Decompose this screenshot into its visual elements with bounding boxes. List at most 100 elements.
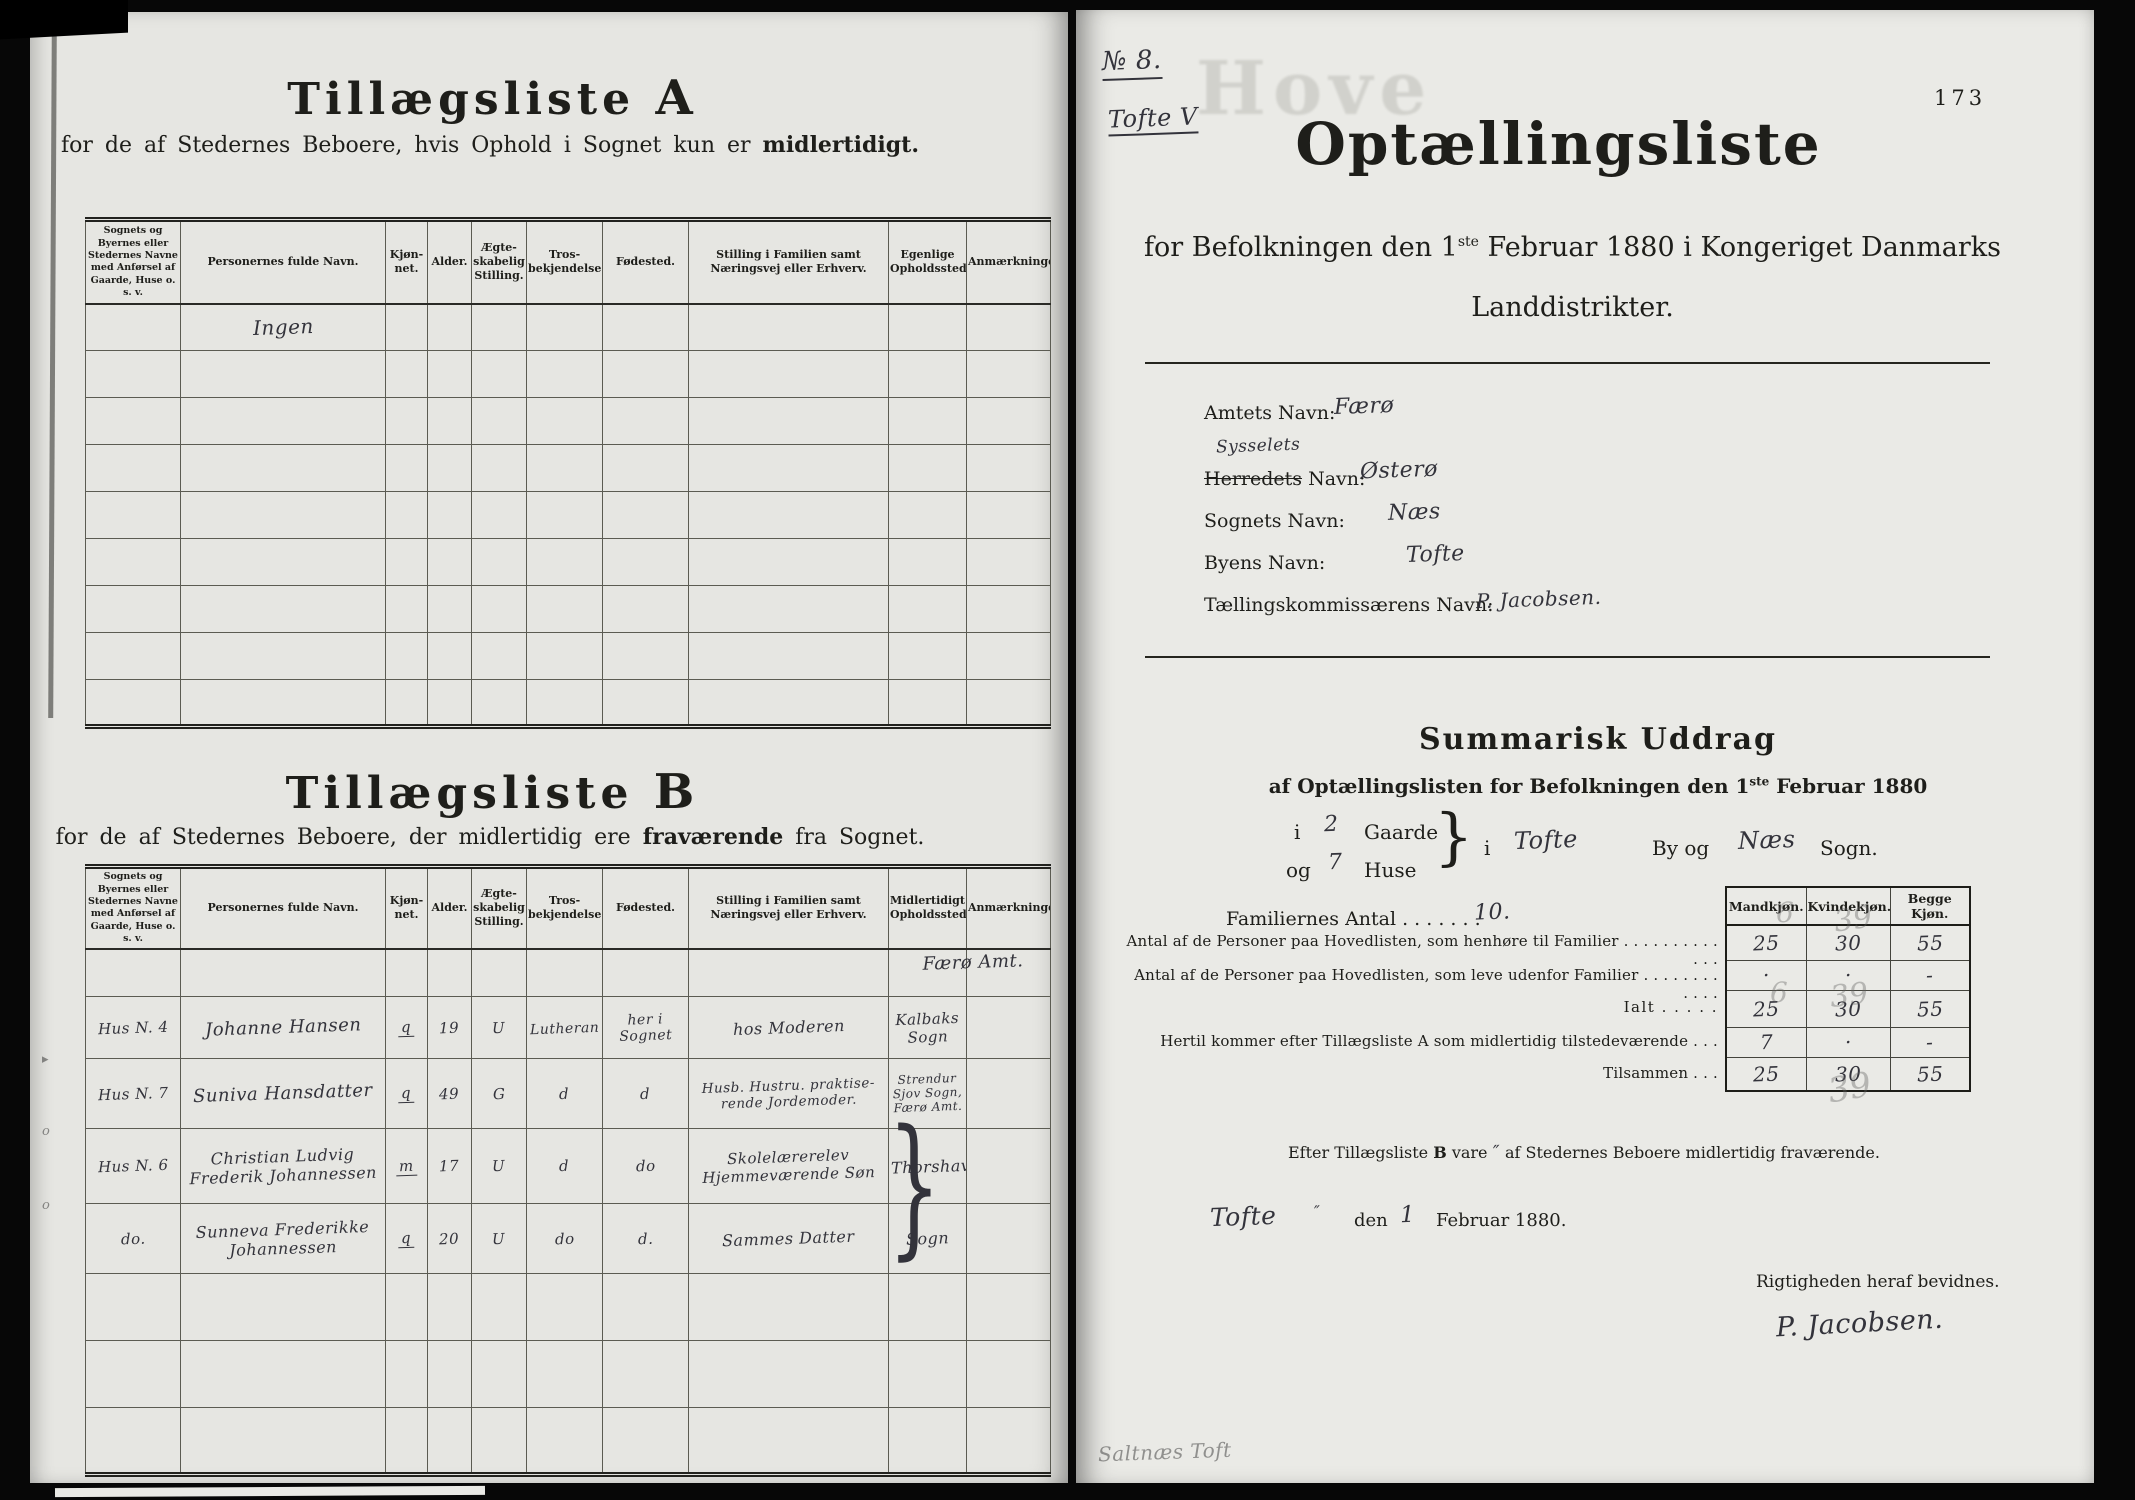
rule-top	[1145, 362, 1990, 364]
list-b-subtitle: for de af Stedernes Beboere, der midlert…	[50, 824, 930, 850]
summary-sub-b: Februar 1880	[1769, 774, 1928, 798]
main-title: Optællingsliste	[1295, 110, 1822, 178]
holdings-brace: }	[1434, 800, 1474, 873]
dateline-rest: Februar 1880.	[1436, 1210, 1567, 1231]
list-a-subtitle: for de af Stedernes Beboere, hvis Ophold…	[50, 132, 930, 158]
col-header-place: Sognets og Byernes eller Stedernes Navne…	[85, 219, 181, 305]
syssel-handwritten: Sysselets	[1215, 434, 1301, 458]
value-cell: -	[1925, 962, 1934, 988]
main-subtitle-line1: for Befolkningen den 1ste Februar 1880 i…	[1090, 232, 2055, 263]
entry-marital: U	[492, 1229, 506, 1248]
entry-sex: q	[398, 1228, 415, 1249]
empty-row	[85, 585, 1051, 633]
holdings-sogn: Sogn.	[1820, 836, 1878, 860]
absent-b: B	[1433, 1143, 1447, 1162]
kommissaer-label: Tællingskommissærens Navn:	[1204, 594, 1494, 616]
table-a: Sognets og Byernes eller Stedernes Navne…	[85, 217, 1051, 729]
col-header-marital: Ægte-skabelig Stilling.	[471, 866, 527, 950]
summary-header-row: Mandkjøn. Kvindekjøn. Begge Kjøn.	[1725, 886, 1971, 926]
absent-a: Efter Tillægsliste	[1288, 1143, 1429, 1162]
scan-light-streak	[54, 1485, 486, 1498]
page-number: 173	[1934, 86, 1987, 110]
col-header-name: Personernes fulde Navn.	[180, 866, 386, 950]
bleedthrough-ghost-text: Hove	[1196, 46, 1434, 132]
entry-age: 17	[439, 1156, 460, 1176]
value-cell: ·	[1762, 962, 1771, 988]
right-page: Hove № 8. Tofte V 173 Optællingsliste fo…	[1076, 10, 2094, 1483]
entry-place: Hus N. 7	[97, 1083, 169, 1104]
list-a-title-letter: A	[655, 70, 693, 126]
entry-name: Suniva Hansdatter	[192, 1079, 374, 1108]
holdings-i2: i	[1484, 836, 1491, 860]
col-header-birthplace: Fødested.	[602, 866, 689, 950]
entry-religion: do	[554, 1229, 575, 1248]
entry-name: Christian Ludvig Frederik Johannessen	[189, 1144, 378, 1189]
holdings-sogn-value: Næs	[1737, 825, 1796, 855]
entry-position: Sammes Datter	[721, 1226, 856, 1251]
col-header-sex: Kjøn-net.	[385, 219, 428, 305]
brace-mark: }	[887, 1097, 941, 1274]
col-mandkjon: Mandkjøn.	[1725, 886, 1807, 926]
col-header-sex: Kjøn-net.	[385, 866, 428, 950]
pencil-ghost: 39	[1828, 976, 1870, 1015]
summary-row-label: Antal af de Personer paa Hovedlisten, so…	[1126, 932, 1718, 968]
entry-birthplace: d.	[637, 1229, 654, 1248]
entry-marital: G	[492, 1084, 506, 1103]
list-a-title: Tillægsliste A	[85, 70, 895, 126]
value-cell: 55	[1916, 1061, 1944, 1087]
dateline-day: 1	[1399, 1201, 1416, 1229]
list-b-title-letter: B	[653, 764, 695, 820]
col-header-residence: Egenlige Opholdssted.	[888, 219, 967, 305]
holdings-huse-count: 7	[1327, 849, 1343, 876]
summary-row-label: Ialt . . . . .	[1623, 998, 1718, 1016]
handwritten-ingen: Ingen	[252, 314, 314, 341]
summary-row-families: 25 30 55	[1725, 924, 1971, 961]
families-value: 10.	[1473, 899, 1511, 926]
empty-row	[85, 679, 1051, 727]
col-beggekjon: Begge Kjøn.	[1889, 886, 1971, 926]
value-cell: 55	[1916, 930, 1944, 956]
table-b-row-3: Hus N. 6 Christian Ludvig Frederik Johan…	[85, 1128, 1051, 1204]
empty-row	[85, 444, 1051, 492]
table-b: Sognets og Byernes eller Stedernes Navne…	[85, 864, 1051, 1477]
empty-row	[85, 350, 1051, 398]
holdings-byog: By og	[1652, 836, 1710, 860]
entry-birthplace: do	[635, 1156, 656, 1176]
dateline-place: Tofte	[1209, 1200, 1277, 1233]
empty-row	[85, 632, 1051, 680]
list-a-title-word: Tillægsliste	[287, 74, 636, 125]
rule-mid	[1145, 656, 1990, 658]
list-b-subtitle-post: fra Sognet.	[795, 825, 925, 850]
col-header-birthplace: Fødested.	[602, 219, 689, 305]
col-kvindekjon: Kvindekjøn.	[1805, 886, 1891, 926]
col-header-remarks: Anmærkninger.	[966, 866, 1051, 950]
entry-marital: U	[492, 1156, 506, 1176]
summary-sub-a: af Optællingslisten for Befolkningen den…	[1268, 774, 1750, 798]
dateline-den: den	[1354, 1210, 1388, 1231]
value-cell: 7	[1759, 1029, 1774, 1055]
attestation-label: Rigtigheden heraf bevidnes.	[1756, 1272, 2000, 1292]
margin-mark: o	[42, 1198, 50, 1213]
holdings-by-value: Tofte	[1513, 824, 1579, 856]
herred-label-struck: Herredets	[1204, 468, 1303, 490]
list-b-title: Tillægsliste B	[85, 764, 895, 820]
pencil-ghost: 39	[1831, 899, 1875, 940]
value-cell: -	[1925, 1029, 1934, 1055]
table-b-row-1: Hus N. 4 Johanne Hansen q 19 U Lutheran …	[85, 996, 1051, 1059]
col-header-religion: Tros-bekjendelse.	[526, 866, 603, 950]
empty-row	[85, 397, 1051, 445]
holdings-huse: Huse	[1364, 858, 1417, 882]
entry-name: Johanne Hansen	[204, 1014, 362, 1041]
pencil-ghost: 6	[1770, 976, 1788, 1009]
herred-label-rest: Navn:	[1308, 468, 1366, 490]
empty-row	[85, 491, 1051, 539]
entry-sex: m	[395, 1156, 418, 1176]
margin-mark: o	[42, 1124, 50, 1139]
summary-row-ialt: 25 30 55	[1725, 989, 1971, 1028]
table-b-header-row: Sognets og Byernes eller Stedernes Navne…	[85, 866, 1051, 950]
summary-row-outside-families: · · -	[1725, 959, 1971, 991]
col-header-name: Personernes fulde Navn.	[180, 219, 386, 305]
value-cell: 25	[1752, 930, 1780, 956]
entry-place: Hus N. 6	[97, 1155, 169, 1177]
